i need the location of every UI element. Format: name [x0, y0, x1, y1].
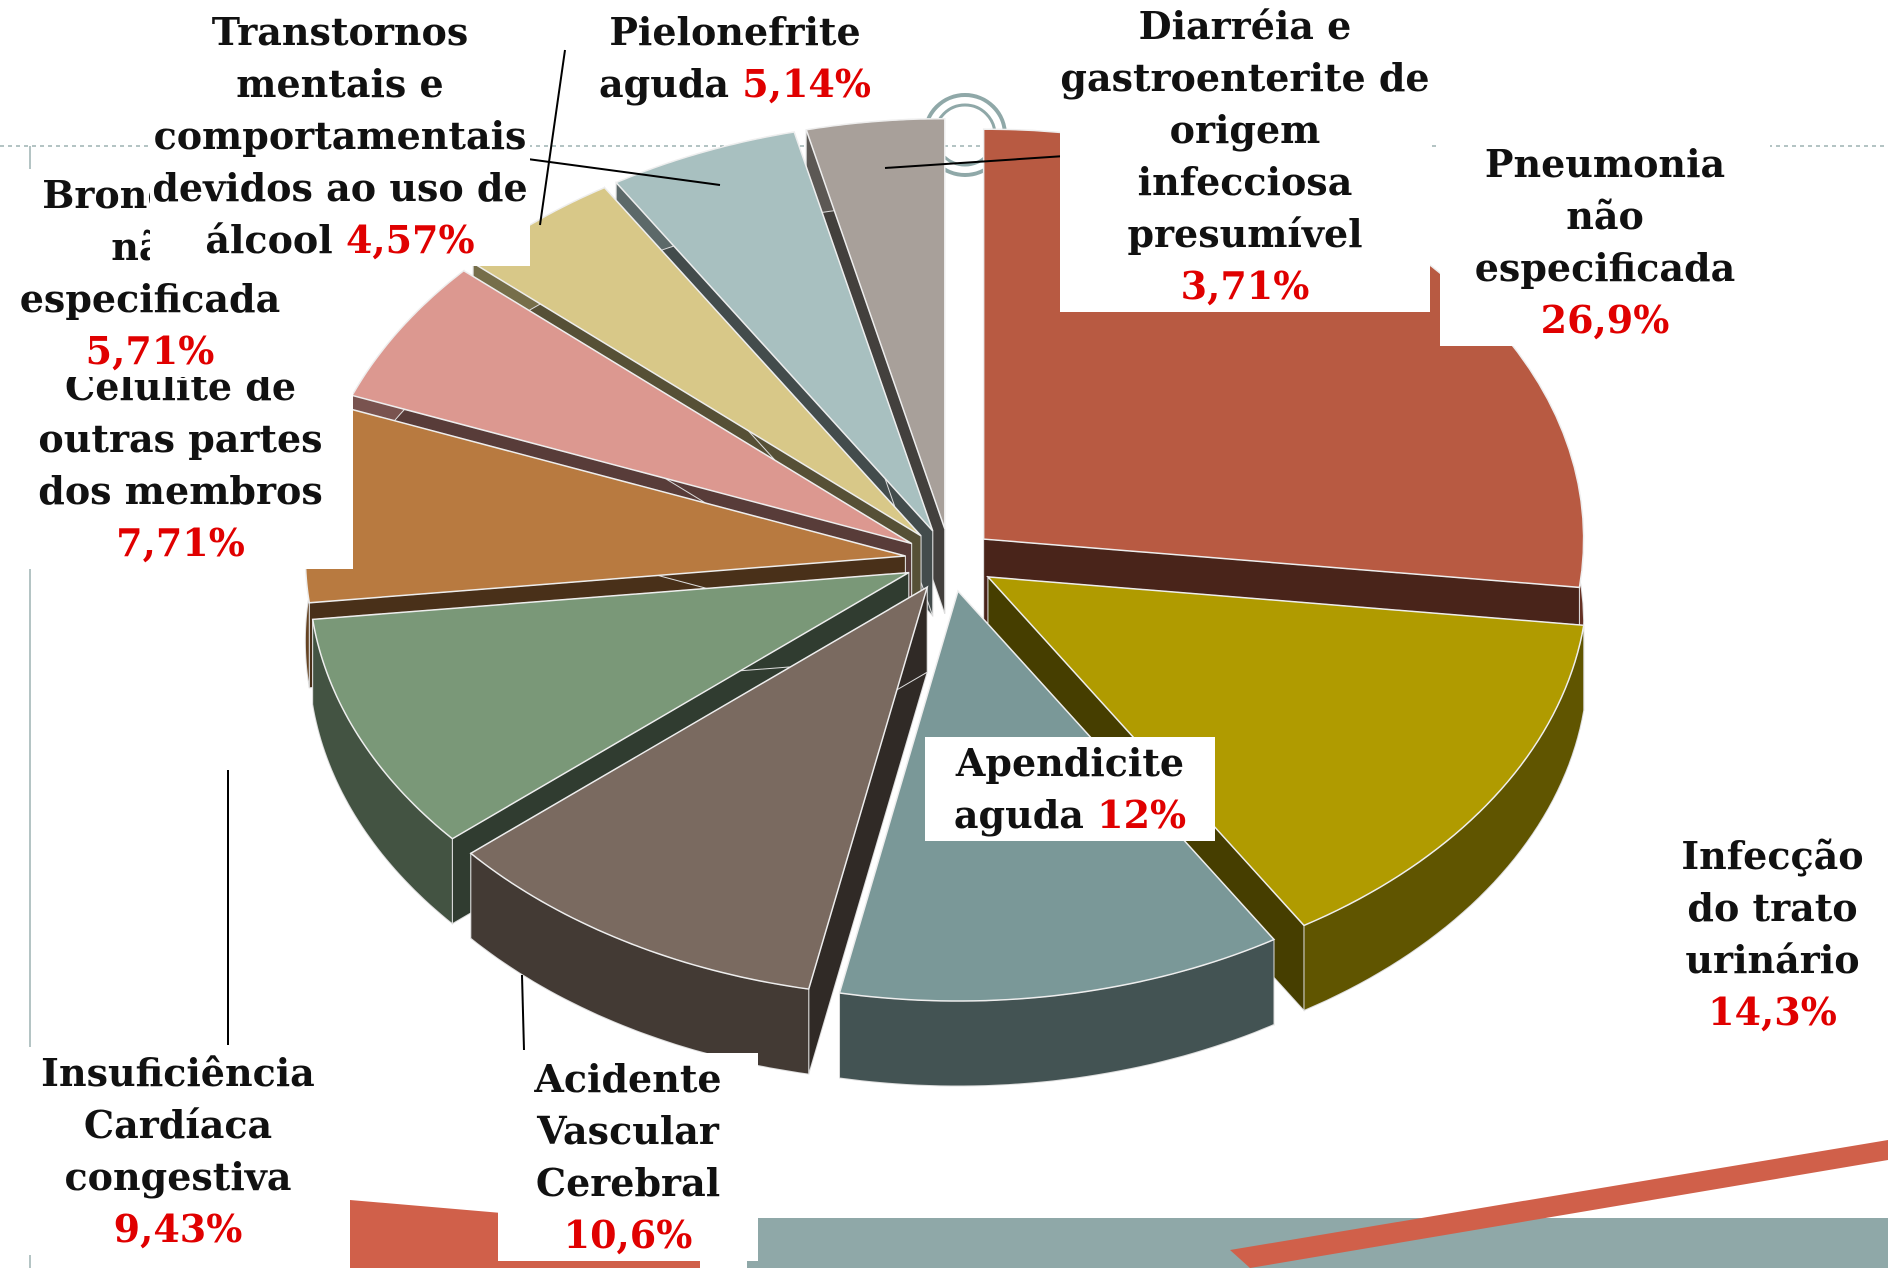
value-label: 4,57% — [345, 217, 475, 262]
pie — [304, 117, 1585, 1087]
category-name: Transtornos mentais e comportamentais de… — [152, 9, 528, 262]
category-name: Acidente Vascular Cerebral — [534, 1056, 722, 1205]
pie-slice — [469, 585, 929, 990]
slice-label: Insuficiência Cardíaca congestiva 9,43% — [8, 1047, 348, 1255]
slice-label: Pielonefrite aguda 5,14% — [570, 6, 900, 110]
slice-label: Infecção do trato urinário 14,3% — [1660, 830, 1885, 1038]
category-name: Celulite de outras partes dos membros — [38, 364, 323, 513]
category-name: Infecção do trato urinário — [1681, 833, 1864, 982]
leader-line — [519, 157, 721, 186]
pie-slice — [614, 131, 934, 532]
slice-label: Diarréia e gastroenterite de origem infe… — [1060, 0, 1430, 312]
value-label: 10,6% — [563, 1212, 693, 1257]
pie-slice — [986, 576, 1585, 927]
value-label: 7,71% — [116, 520, 245, 565]
category-name: Pneumonia não especificada — [1474, 141, 1736, 290]
value-label: 5,14% — [742, 61, 871, 106]
value-label: 26,9% — [1540, 297, 1670, 342]
category-name: Diarréia e gastroenterite de origem infe… — [1060, 3, 1430, 256]
pie-slice — [805, 117, 946, 529]
deco-ribbon — [1230, 1140, 1888, 1268]
value-label: 5,71% — [85, 328, 215, 373]
category-name: Insuficiência Cardíaca congestiva — [41, 1050, 315, 1199]
slice-label: Acidente Vascular Cerebral 10,6% — [498, 1053, 758, 1261]
slice-label: Apendicite aguda 12% — [925, 737, 1215, 841]
leader-line — [884, 155, 1066, 169]
category-name: Pielonefrite aguda — [599, 9, 861, 106]
value-label: 14,3% — [1708, 989, 1837, 1034]
pie-slice — [311, 571, 910, 840]
leader-line — [521, 974, 525, 1051]
value-label: 3,71% — [1180, 263, 1310, 308]
value-label: 9,43% — [113, 1206, 243, 1251]
slice-label: Transtornos mentais e comportamentais de… — [150, 6, 530, 266]
value-label: 12% — [1097, 792, 1187, 837]
slice-label: Celulite de outras partes dos membros 7,… — [8, 361, 353, 569]
category-name: Apendicite aguda — [953, 740, 1185, 837]
leader-line — [539, 49, 566, 226]
slice-label: Pneumonia não especificada 26,9% — [1440, 138, 1770, 346]
pie-slice — [351, 269, 913, 545]
